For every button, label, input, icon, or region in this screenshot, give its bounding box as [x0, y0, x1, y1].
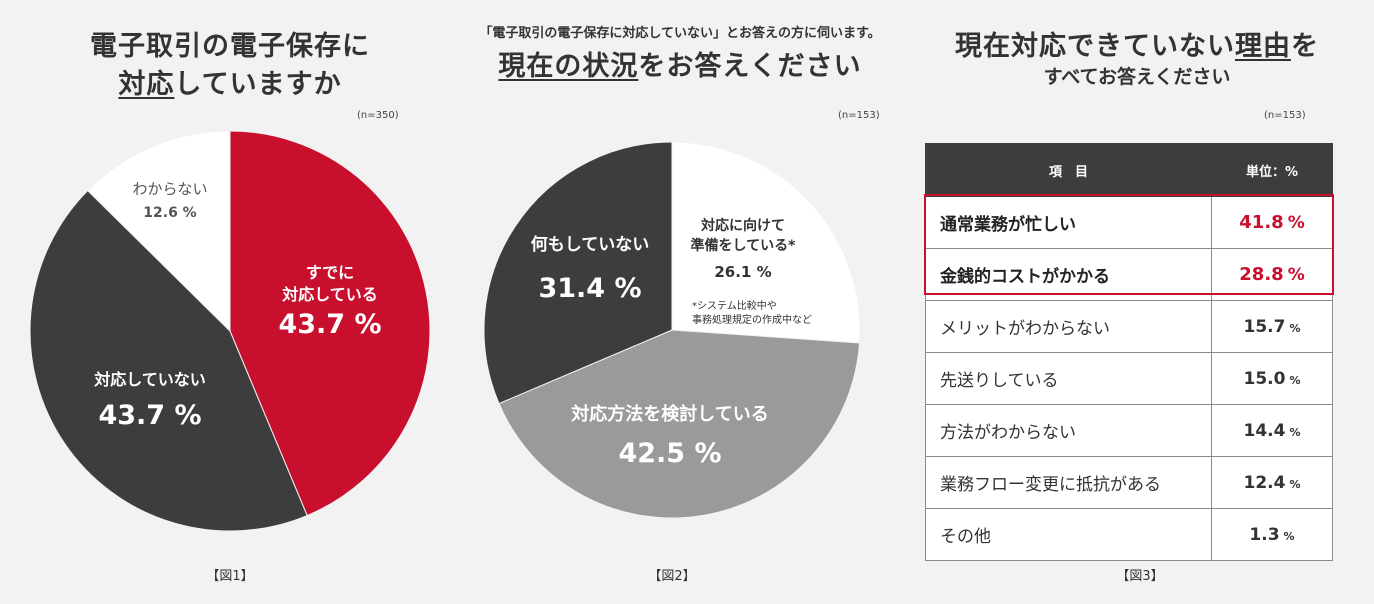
table-value-unit: %: [1289, 321, 1301, 335]
pie1-label-unknown-line1: わからない: [132, 180, 208, 198]
pie1-value-unknown: 12.6 %: [143, 205, 197, 221]
pie1-slice-unknown: [86, 130, 231, 333]
pie2-label-considering-line1: 対応方法を検討している: [571, 404, 769, 425]
table-value-unit: %: [1289, 373, 1301, 387]
table-cell-item: 先送りしている: [925, 352, 1212, 405]
table-cell-item: その他: [925, 508, 1212, 561]
figure1-sample-size: (n=350): [357, 110, 399, 121]
figure3-sample-size: (n=153): [1264, 110, 1306, 121]
table-cell-value: 15.7%: [1211, 300, 1333, 353]
pie1-value-not: 43.7 %: [98, 400, 202, 431]
figure2-caption: 【図2】: [648, 569, 696, 584]
figure2-panel: 「電子取引の電子保存に対応していない」とお答えの方に伺います。 現在の状況をお答…: [460, 0, 900, 604]
figure3-caption: 【図3】: [1116, 569, 1164, 584]
table-header-item: 項 目: [925, 143, 1212, 197]
pie1-label-not: 対応していない 43.7 %: [70, 366, 230, 431]
pie2-label-preparing-line2: 準備をしている*: [690, 238, 796, 254]
table-cell-item: 業務フロー変更に抵抗がある: [925, 456, 1212, 509]
pie1-value-already: 43.7 %: [278, 309, 382, 340]
table-cell-value: 28.8%: [1211, 248, 1333, 301]
pie2-label-nothing: 何もしていない 31.4 %: [510, 230, 670, 304]
figure3-panel: 現在対応できていない理由を すべてお答えください (n=153) 項 目 単位：…: [900, 0, 1374, 604]
figure2-title-line2: 現在の状況をお答えください: [460, 44, 900, 83]
table-value-number: 14.4: [1243, 420, 1286, 441]
figure3-title-part-b: を: [1291, 31, 1319, 62]
pie2-label-preparing: 対応に向けて 準備をしている* 26.1 %: [678, 216, 808, 282]
table-cell-value: 12.4%: [1211, 456, 1333, 509]
pie2-label-preparing-line1: 対応に向けて: [701, 218, 785, 234]
table-value-unit: %: [1287, 265, 1305, 285]
pie1-label-already-line2: 対応している: [282, 285, 378, 304]
table-value-unit: %: [1283, 529, 1295, 543]
pie1-label-already-line1: すでに: [305, 263, 355, 282]
table-body: 通常業務が忙しい 41.8% 金銭的コストがかかる 28.8% メリットがわからない 15…: [925, 196, 1333, 561]
pie1-label-already: すでに 対応している 43.7 %: [262, 262, 398, 340]
figure1-title-line1: 電子取引の電子保存に: [90, 31, 370, 62]
table-cell-value: 14.4%: [1211, 404, 1333, 457]
figure1-title-underlined: 対応: [118, 69, 175, 100]
table-value-number: 15.7: [1243, 316, 1286, 337]
table-cell-value: 1.3%: [1211, 508, 1333, 561]
pie2-slice-nothing: [483, 141, 673, 405]
pie2-value-preparing: 26.1 %: [714, 263, 772, 281]
figure1-title-line2: 対応していますか: [0, 62, 460, 101]
table-row: 通常業務が忙しい 41.8%: [925, 196, 1333, 249]
figure2-pie-chart: [483, 141, 861, 519]
table-cell-item: 金銭的コストがかかる: [925, 248, 1212, 301]
table-row: 先送りしている 15.0%: [925, 352, 1333, 405]
pie2-label-considering: 対応方法を検討している 42.5 %: [550, 400, 790, 469]
figure3-title-line2: すべてお答えください: [1043, 66, 1231, 88]
pie2-footnote-line2: 事務処理規定の作成中など: [692, 315, 812, 326]
table-cell-item: 通常業務が忙しい: [925, 196, 1212, 249]
table-value-unit: %: [1289, 425, 1301, 439]
figure2-sample-size: (n=153): [838, 110, 880, 121]
figure1-title-rest: していますか: [174, 69, 342, 100]
pie1-label-not-line1: 対応していない: [94, 370, 206, 389]
figure3-title-line1: 現在対応できていない理由を: [900, 24, 1374, 63]
figure1-caption: 【図1】: [206, 569, 254, 584]
figure2-title-line1: 「電子取引の電子保存に対応していない」とお答えの方に伺います。: [479, 26, 881, 41]
pie2-footnote: *システム比較中や 事務処理規定の作成中など: [692, 300, 837, 328]
pie2-slice-preparing: [671, 141, 861, 344]
figure2-title-rest: をお答えください: [638, 51, 862, 82]
figure3-title-part-a: 現在対応できていない: [955, 31, 1235, 62]
pie1-slice-not: [29, 189, 308, 532]
table-value-unit: %: [1287, 213, 1305, 233]
table-value-number: 41.8: [1239, 212, 1284, 233]
figure1-pie-chart: [29, 130, 431, 532]
figure2-title-underlined: 現在の状況: [498, 51, 639, 82]
table-row: その他 1.3%: [925, 508, 1333, 561]
table-header-row: 項 目 単位：%: [925, 143, 1333, 197]
pie1-slice-already: [229, 130, 431, 517]
table-cell-item: 方法がわからない: [925, 404, 1212, 457]
table-row: 方法がわからない 14.4%: [925, 404, 1333, 457]
table-cell-item: メリットがわからない: [925, 300, 1212, 353]
table-header-unit: 単位：%: [1211, 143, 1333, 197]
table-row: 業務フロー変更に抵抗がある 12.4%: [925, 456, 1333, 509]
pie2-label-nothing-line1: 何もしていない: [530, 235, 650, 255]
table-value-number: 1.3: [1249, 524, 1280, 545]
table-cell-value: 15.0%: [1211, 352, 1333, 405]
pie2-slice-considering: [498, 329, 861, 519]
table-row: 金銭的コストがかかる 28.8%: [925, 248, 1333, 301]
figure1-panel: 電子取引の電子保存に 対応していますか (n=350) すでに 対応している 4…: [0, 0, 460, 604]
table-value-unit: %: [1289, 477, 1301, 491]
table-cell-value: 41.8%: [1211, 196, 1333, 249]
table-row: メリットがわからない 15.7%: [925, 300, 1333, 353]
figure3-title-underlined: 理由: [1235, 31, 1291, 62]
table-value-number: 28.8: [1239, 264, 1284, 285]
pie1-label-unknown: わからない 12.6 %: [110, 178, 230, 221]
pie2-value-considering: 42.5 %: [618, 438, 722, 469]
table-value-number: 15.0: [1243, 368, 1286, 389]
pie2-footnote-line1: *システム比較中や: [692, 301, 777, 312]
table-value-number: 12.4: [1243, 472, 1286, 493]
reasons-table: 項 目 単位：% 通常業務が忙しい 41.8% 金銭的コストがかかる 28.8% メリッ…: [925, 143, 1333, 561]
pie2-value-nothing: 31.4 %: [538, 273, 642, 304]
